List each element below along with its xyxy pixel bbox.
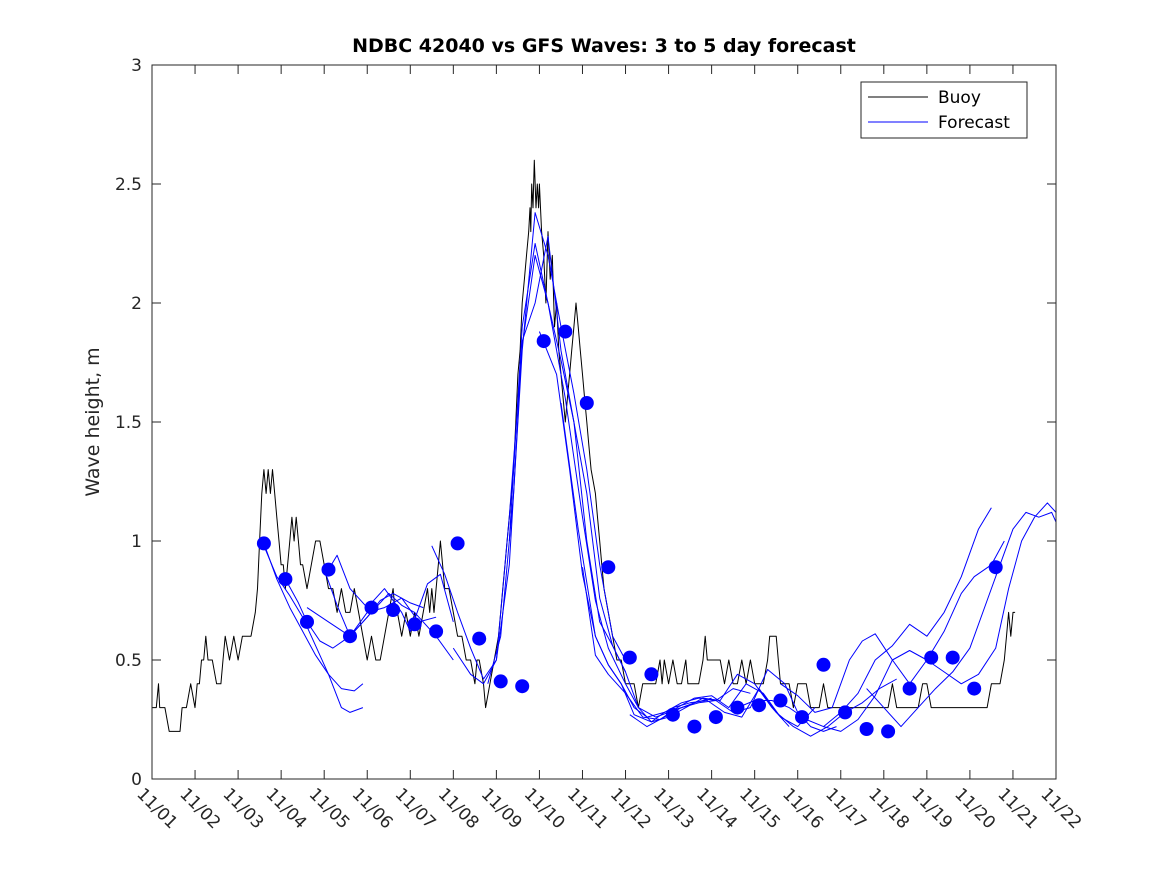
forecast-marker-32 — [945, 650, 960, 665]
forecast-marker-18 — [644, 667, 659, 682]
forecast-marker-9 — [450, 536, 465, 551]
forecast-series-line-7 — [431, 212, 626, 680]
marker-layer — [256, 324, 1003, 739]
y-tick-label: 0 — [131, 770, 142, 790]
y-tick-label: 2 — [131, 294, 142, 314]
forecast-marker-27 — [838, 705, 853, 720]
forecast-series-line-9 — [487, 235, 669, 718]
legend-forecast-label: Forecast — [938, 113, 1010, 133]
y-tick-label: 1 — [131, 532, 142, 552]
forecast-marker-4 — [343, 629, 357, 644]
y-tick-label: 1.5 — [115, 413, 142, 433]
y-tick-label: 2.5 — [115, 175, 142, 195]
forecast-marker-6 — [386, 603, 401, 617]
forecast-marker-17 — [622, 650, 637, 665]
y-axis-label: Wave height, m — [82, 347, 104, 496]
forecast-series-line-15 — [672, 678, 897, 737]
forecast-marker-10 — [472, 631, 487, 646]
legend-box — [860, 81, 1028, 139]
forecast-marker-11 — [493, 674, 508, 689]
legend: Buoy Forecast — [860, 81, 1028, 139]
forecast-marker-0 — [256, 536, 271, 551]
forecast-marker-3 — [321, 562, 336, 577]
forecast-marker-8 — [429, 624, 444, 639]
forecast-marker-13 — [536, 334, 551, 349]
forecast-series-line-18 — [823, 502, 1056, 732]
forecast-marker-33 — [967, 681, 982, 696]
forecast-series-line-11 — [538, 331, 751, 718]
plot-area — [152, 65, 1056, 779]
forecast-marker-1 — [278, 572, 293, 587]
forecast-marker-5 — [364, 600, 379, 615]
forecast-series-line-4 — [306, 592, 454, 661]
forecast-marker-22 — [730, 700, 745, 715]
forecast-marker-29 — [881, 724, 896, 739]
forecast-marker-14 — [558, 324, 573, 339]
forecast-marker-19 — [665, 707, 680, 722]
forecast-marker-28 — [859, 722, 874, 736]
forecast-marker-21 — [708, 710, 723, 725]
forecast-series-line-6 — [328, 554, 454, 632]
forecast-series-line-13 — [582, 567, 816, 728]
forecast-marker-31 — [924, 650, 939, 665]
forecast-marker-7 — [407, 617, 422, 632]
forecast-marker-25 — [795, 710, 809, 725]
forecast-marker-16 — [601, 560, 616, 575]
forecast-series-line-1 — [263, 543, 364, 692]
forecast-marker-15 — [579, 396, 594, 410]
forecast-series-line-8 — [452, 254, 626, 685]
forecast-marker-26 — [816, 657, 831, 672]
forecast-series-line-19 — [866, 511, 1056, 728]
forecast-marker-34 — [988, 560, 1003, 575]
legend-buoy-label: Buoy — [938, 88, 981, 108]
forecast-marker-12 — [515, 679, 530, 694]
forecast-marker-30 — [902, 681, 917, 696]
forecast-marker-24 — [773, 693, 788, 708]
chart-title: NDBC 42040 vs GFS Waves: 3 to 5 day fore… — [352, 35, 856, 57]
forecast-marker-20 — [687, 719, 702, 734]
y-tick-label: 0.5 — [115, 651, 142, 671]
forecast-marker-2 — [300, 614, 314, 629]
forecast-marker-23 — [752, 698, 766, 713]
y-tick-label: 3 — [131, 56, 142, 76]
